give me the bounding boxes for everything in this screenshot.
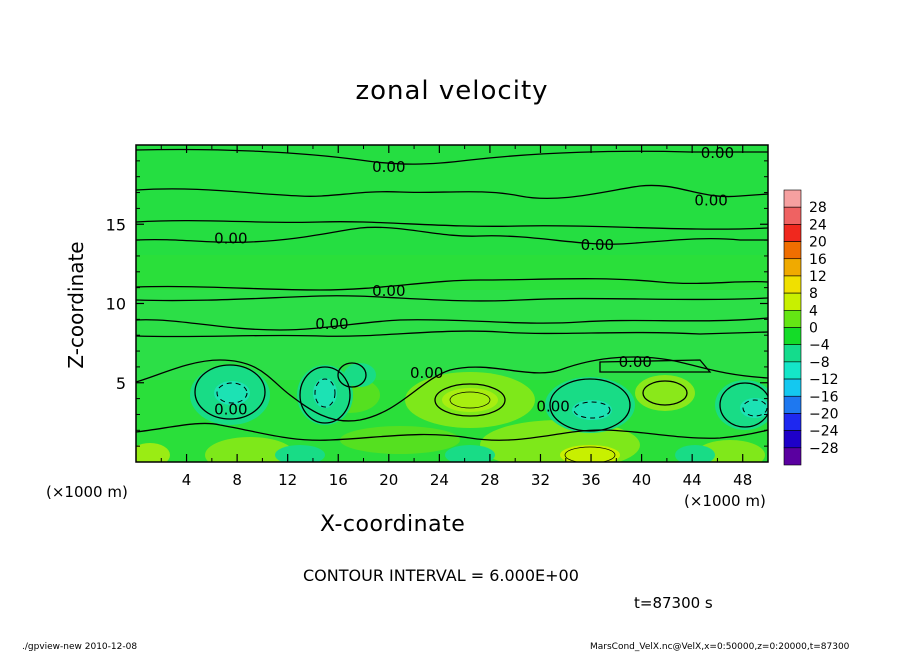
x-tick-label: 8 <box>232 471 242 489</box>
colorbar-swatch <box>783 258 802 277</box>
contour-labels: 0.00 0.00 0.00 0.00 0.00 0.00 0.00 0.00 0.00 0.00… <box>214 144 734 419</box>
contour-label: 0.00 <box>372 282 405 300</box>
colorbar-swatch <box>783 413 802 431</box>
colorbar-label: 24 <box>809 217 827 233</box>
x-tick-label: 48 <box>733 471 752 489</box>
contour-label: 0.00 <box>214 230 247 248</box>
y-tick-label: 5 <box>116 374 126 393</box>
x-tick-label: 28 <box>480 471 499 489</box>
x-tick-label: 16 <box>329 471 348 489</box>
colorbar-label: 0 <box>809 321 818 337</box>
colorbar-label: −12 <box>809 372 839 388</box>
footer-left: ./gpview-new 2010-12-08 <box>22 642 138 652</box>
contour-label: 0.00 <box>372 158 405 176</box>
colorbar-label: −24 <box>809 424 839 440</box>
colorbar-label: −28 <box>809 441 839 457</box>
colorbar-label: 4 <box>809 303 818 319</box>
contour-label: 0.00 <box>536 398 569 416</box>
y-axis: 5 10 15 <box>106 160 768 447</box>
colorbar-swatch <box>783 361 802 380</box>
contour-label: 0.00 <box>410 364 443 382</box>
colorbar-swatch <box>783 224 802 242</box>
contour-label: 0.00 <box>214 401 247 419</box>
contour-interval-label: CONTOUR INTERVAL = 6.000E+00 <box>303 566 579 585</box>
colorbar-label: 20 <box>809 235 827 251</box>
contour-label: 0.00 <box>694 191 727 209</box>
contour-label: 0.00 <box>619 353 652 371</box>
colorbar-label: −16 <box>809 389 839 405</box>
colorbar-label: 8 <box>809 286 818 302</box>
chart-title: zonal velocity <box>355 76 549 106</box>
colorbar-swatch <box>783 241 802 260</box>
footer-right: MarsCond_VelX.nc@VelX,x=0:50000,z=0:2000… <box>590 642 850 652</box>
y-tick-label: 10 <box>106 295 126 314</box>
colorbar-swatch <box>783 189 802 208</box>
contour-label: 0.00 <box>581 236 614 254</box>
colorbar-swatch <box>783 430 802 449</box>
time-label: t=87300 s <box>634 594 713 612</box>
colorbar-swatch <box>783 292 802 311</box>
x-axis: 4 8 12 16 20 24 28 32 36 40 44 48 <box>160 145 752 489</box>
colorbar-label: −4 <box>809 338 830 354</box>
colorbar-swatch <box>783 206 802 225</box>
x-axis-unit-left: (×1000 m) <box>46 483 128 501</box>
colorbar-label: 12 <box>809 269 827 285</box>
x-tick-label: 36 <box>581 471 600 489</box>
y-tick-label: 15 <box>106 215 126 234</box>
colorbar-swatch <box>783 310 802 328</box>
x-tick-label: 44 <box>683 471 702 489</box>
velocity-field: 0.00 0.00 0.00 0.00 0.00 0.00 0.00 0.00 0.00 0.00… <box>136 144 768 462</box>
x-tick-label: 24 <box>430 471 449 489</box>
colorbar-swatch <box>783 378 802 397</box>
colorbar-label: 28 <box>809 200 827 216</box>
x-tick-label: 32 <box>531 471 550 489</box>
x-axis-label: X-coordinate <box>320 512 466 537</box>
colorbar-label: −8 <box>809 355 830 371</box>
contour-label: 0.00 <box>315 315 348 333</box>
contour-label: 0.00 <box>701 144 734 162</box>
x-tick-label: 40 <box>632 471 651 489</box>
colorbar-swatch <box>783 447 802 466</box>
colorbar-swatch <box>783 344 802 363</box>
colorbar-swatch <box>783 275 802 294</box>
x-tick-label: 20 <box>379 471 398 489</box>
colorbar-label: −20 <box>809 406 839 422</box>
colorbar-swatch <box>783 327 802 345</box>
x-tick-label: 12 <box>278 471 297 489</box>
x-tick-label: 4 <box>182 471 192 489</box>
colorbar-label: 16 <box>809 252 827 268</box>
x-axis-unit-right: (×1000 m) <box>684 492 766 510</box>
colorbar-swatch <box>783 395 802 414</box>
y-axis-label: Z-coordinate <box>64 241 88 369</box>
